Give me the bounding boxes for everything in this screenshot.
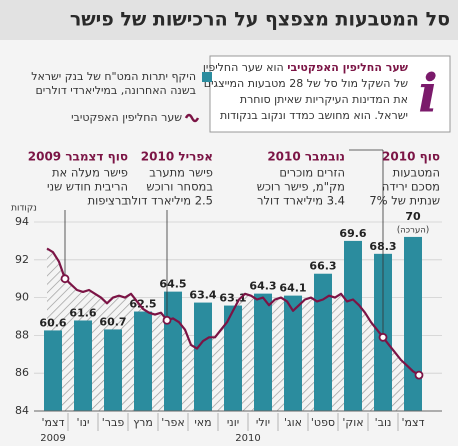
bar [104, 329, 122, 411]
bar-value-label: 66.3 [309, 260, 336, 273]
year-label: 2010 [235, 433, 260, 444]
y-axis-unit: נקודות [11, 204, 37, 214]
bar [314, 273, 332, 411]
y-tick-label: 84 [15, 404, 29, 417]
bar-value-label: 64.3 [249, 280, 276, 293]
info-text: שער החליפין האפקטיבי הוא שער החליפין [203, 61, 409, 74]
y-tick-label: 86 [15, 366, 29, 379]
x-tick-label: פבר' [102, 416, 125, 429]
legend-swatch [184, 113, 200, 123]
annotation-text: ברציפות [88, 194, 129, 208]
annotation-text: מסכם ירידה [382, 180, 440, 194]
annotation-text: פישר מתערב [149, 166, 213, 180]
bar [254, 293, 272, 411]
bar-value-label: 63.1 [219, 292, 246, 305]
info-box [209, 55, 451, 133]
annotation-text: פישר מעלה את [52, 166, 128, 180]
x-tick-label: אפר' [161, 416, 184, 429]
annotation-text: שנתית של 7% [369, 194, 440, 208]
info-text: את המדינות העיקריות שאיתן סוחרת [240, 93, 408, 106]
y-tick-label: 90 [15, 291, 29, 304]
chart-title: סל המטבעות מצפצף על הרכישות של פישר [70, 9, 450, 31]
bar [134, 311, 152, 411]
x-tick-label: יולי [256, 416, 270, 429]
info-text: ישראל. הוא מחושב כמדד ונקוב בנקודות [220, 109, 408, 122]
info-text-part: הוא שער החליפין [203, 61, 284, 74]
info-text: של השקל מול סל של 28 מטבעות המייצגים [204, 77, 408, 90]
info-heading: שער החליפין האפקטיבי [287, 61, 408, 74]
legend-swatch [202, 72, 212, 82]
legend-label: שער החליפין האפקטיבי [71, 111, 182, 124]
bar [404, 236, 422, 411]
annotation-text: 2.5 מיליארד דולר [125, 194, 213, 208]
annotation-title: אפריל 2010 [141, 150, 213, 164]
bar-note: (הערכה) [397, 225, 429, 235]
bar-value-label: 63.4 [189, 289, 216, 302]
x-tick-label: ספט' [311, 416, 335, 429]
annotation-text: במסחר ורוכש [146, 180, 213, 194]
x-tick-label: דצמ' [401, 416, 424, 429]
bar-value-label: 61.6 [69, 306, 96, 319]
line-marker [378, 332, 388, 342]
x-tick-label: ינו' [77, 416, 90, 429]
legend-label: היקף יתרות המט"ח של בנק ישראל [31, 70, 196, 83]
bar [224, 305, 242, 411]
annotation-text: הזרים מוכרים [279, 166, 345, 180]
bar-value-label: 64.5 [159, 278, 186, 291]
bar-value-label: 70 [405, 210, 421, 223]
y-tick-label: 92 [15, 253, 29, 266]
x-tick-label: מאי [194, 416, 211, 429]
x-tick-label: יוני [227, 416, 239, 429]
line [46, 247, 420, 377]
bar [344, 240, 362, 411]
line-marker [162, 315, 172, 325]
bar [74, 320, 92, 411]
annotation-title: סוף 2010 [382, 150, 440, 164]
annotation-title: סוף דצמבר 2009 [28, 150, 128, 164]
y-tick-label: 88 [15, 328, 29, 341]
year-label: 2009 [40, 433, 65, 444]
y-tick-label: 94 [15, 215, 29, 228]
header-band [0, 0, 458, 40]
x-tick-label: נוב' [375, 416, 392, 429]
annotation-text: הריבית חודש שני [47, 180, 128, 194]
info-icon: i [418, 64, 438, 125]
annotation-text: 3.4 מיליארד דולר [257, 194, 345, 208]
x-tick-label: אוג' [284, 416, 302, 429]
line-marker [60, 274, 70, 284]
line-marker [414, 370, 424, 380]
bar-value-label: 69.6 [339, 227, 366, 240]
bar [284, 295, 302, 411]
annotation-text: המטבעות [393, 166, 440, 180]
x-tick-label: דצמ' [41, 416, 64, 429]
legend-label: בשנה האחרונה, במיליארדי דולרים [35, 84, 196, 97]
bar-value-label: 60.7 [99, 315, 126, 328]
bar [194, 302, 212, 411]
annotation-text: מק"מ, פישר רוכש [257, 180, 345, 194]
x-tick-label: מרץ [133, 416, 153, 429]
annotation-title: נובמבר 2010 [267, 150, 345, 164]
x-tick-label: אוק' [342, 416, 363, 429]
bar [44, 330, 62, 411]
bar-value-label: 64.1 [279, 282, 306, 295]
bar-value-label: 60.6 [39, 316, 66, 329]
